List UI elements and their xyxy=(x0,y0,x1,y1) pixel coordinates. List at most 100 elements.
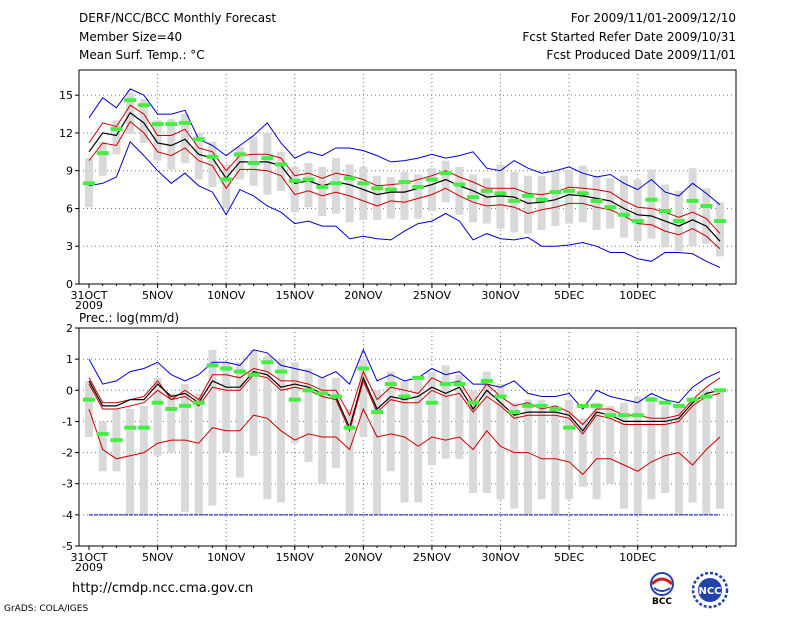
panel2-marker xyxy=(110,438,123,443)
panel2-ytick-label: -5 xyxy=(62,540,73,553)
panel1-marker xyxy=(425,177,438,182)
panel2-ensemble-box xyxy=(427,371,436,466)
panel1-ensemble-box xyxy=(235,146,244,180)
panel2-marker xyxy=(151,400,164,405)
panel1-marker xyxy=(165,122,178,127)
panel2-marker xyxy=(371,410,384,415)
panel1-ensemble-box xyxy=(139,98,148,144)
panel2-marker xyxy=(686,397,699,402)
panel1-ensemble-box xyxy=(277,151,286,191)
panel1-ensemble-box xyxy=(619,175,628,238)
panel2-ensemble-box xyxy=(359,359,368,437)
panel2-marker xyxy=(604,413,617,418)
panel1-ytick-label: 0 xyxy=(66,278,73,291)
panel2-marker xyxy=(137,425,150,430)
panel1-xtick-label: 5DEC xyxy=(554,289,584,302)
panel2-ensemble-box xyxy=(606,405,615,484)
panel1-marker xyxy=(343,176,356,181)
panel1-marker xyxy=(192,137,205,142)
panel2-ensemble-box xyxy=(688,399,697,503)
panel2-marker xyxy=(631,413,644,418)
panel2-marker xyxy=(439,382,452,387)
panel1-ensemble-box xyxy=(414,174,423,219)
panel1-marker xyxy=(508,198,521,203)
panel2-marker xyxy=(316,391,329,396)
panel1-marker xyxy=(576,191,589,196)
panel2-ensemble-box xyxy=(537,399,546,500)
panel2-ensemble-box xyxy=(85,380,93,437)
panel1-marker xyxy=(453,182,466,187)
panel2-marker xyxy=(343,425,356,430)
panel2-line-upper xyxy=(88,348,721,410)
panel1-ytick-label: 9 xyxy=(66,165,73,178)
panel1-marker xyxy=(316,185,329,190)
panel2-xtick-label: 20NOV xyxy=(344,551,383,564)
panel1-marker xyxy=(206,154,219,159)
panel2-ensemble-box xyxy=(455,374,464,459)
panel1-marker xyxy=(467,195,480,200)
panel2-ensemble-box xyxy=(235,362,244,478)
panel1-year-label: 2009 xyxy=(75,299,103,312)
source-url[interactable]: http://cmdp.ncc.cma.gov.cn xyxy=(72,581,254,596)
panel2-ensemble-box xyxy=(126,408,135,515)
panel1-ensemble-box xyxy=(716,202,724,257)
panel2-marker xyxy=(302,388,315,393)
panel1-line-red_low xyxy=(88,120,721,250)
panel1-ensemble-box xyxy=(606,178,615,229)
panel2-marker xyxy=(521,403,534,408)
panel1-ensemble-box xyxy=(359,166,368,220)
panel1-xtick-label: 20NOV xyxy=(344,289,383,302)
bcc-logo: BCC xyxy=(650,572,674,606)
panel2-line-red_high xyxy=(88,367,721,426)
panel1-ensemble-box xyxy=(551,171,560,227)
panel2-ensemble-box xyxy=(578,418,587,487)
panel2-xtick-label: 10DEC xyxy=(619,551,656,564)
panel2-ensemble-box xyxy=(716,390,724,509)
panel1-xtick-label: 10NOV xyxy=(207,289,246,302)
panel2-ensemble-box xyxy=(702,390,711,515)
panel1-marker xyxy=(357,181,370,186)
panel2-xtick-label: 31OCT xyxy=(70,551,107,564)
panel2-marker xyxy=(329,394,342,399)
panel2-xtick-label: 25NOV xyxy=(413,551,452,564)
panel2-ytick-label: 0 xyxy=(66,384,73,397)
panel1-marker xyxy=(439,171,452,176)
panel1-marker xyxy=(494,191,507,196)
panel1-marker xyxy=(700,203,713,208)
panel1-marker xyxy=(521,193,534,198)
panel2-marker xyxy=(508,410,521,415)
panel2-xtick-label: 5NOV xyxy=(142,551,174,564)
panel2-marker xyxy=(645,397,658,402)
panel1-marker xyxy=(247,161,260,166)
panel1-marker xyxy=(275,162,288,167)
panel2-marker xyxy=(590,403,603,408)
panel1-marker xyxy=(83,181,95,186)
panel1-marker xyxy=(124,98,137,103)
panel1-marker xyxy=(302,177,315,182)
panel1-xtick-label: 31OCT xyxy=(70,289,107,302)
panel1-ensemble-box xyxy=(661,184,670,248)
panel2-year-label: 2009 xyxy=(75,561,103,574)
panel1-xtick-label: 10DEC xyxy=(619,289,656,302)
panel2-ensemble-box xyxy=(153,377,162,456)
panel1-ensemble-box xyxy=(345,164,354,223)
forecast-period: For 2009/11/01-2009/12/10 xyxy=(570,11,736,25)
panel2-marker xyxy=(453,382,466,387)
panel2-ytick-label: -4 xyxy=(62,509,73,522)
panel2-ensemble-box xyxy=(482,371,491,494)
panel2-ensemble-box xyxy=(167,393,176,453)
panel2-xtick-label: 10NOV xyxy=(207,551,246,564)
panel1-marker xyxy=(384,187,397,192)
panel2-line-red_low xyxy=(88,407,721,476)
panel2-ensemble-box xyxy=(647,396,656,500)
panel2-ensemble-box xyxy=(290,362,299,444)
panel2-ensemble-box xyxy=(331,377,340,469)
start-date: Fcst Started Refer Date 2009/10/31 xyxy=(522,30,736,44)
panel2-marker xyxy=(288,397,301,402)
panel2-marker xyxy=(192,400,205,405)
grads-credit: GrADS: COLA/IGES xyxy=(4,604,89,614)
panel1-line-mean xyxy=(88,111,721,242)
panel1-ytick-label: 6 xyxy=(66,202,73,215)
panel1-marker xyxy=(617,212,630,217)
panel1-marker xyxy=(137,103,150,108)
